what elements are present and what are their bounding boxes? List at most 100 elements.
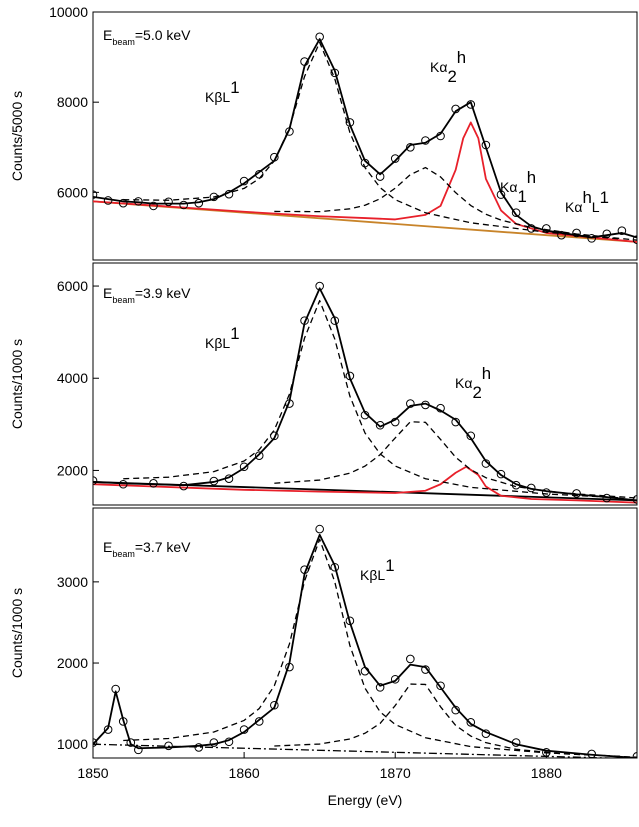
data-point [179, 481, 188, 491]
annotation-part: KβL [205, 89, 230, 105]
panel: 2000 4000 6000 Counts/1000 s Ebeam=3.9 keV Kβ… [9, 262, 638, 506]
data-point [542, 224, 551, 233]
data-point [587, 749, 596, 758]
data-point [270, 700, 279, 710]
data-point [406, 142, 415, 152]
data-point [93, 738, 98, 747]
data-point [224, 189, 234, 199]
annotation: KβL1 [205, 78, 240, 106]
annotation-part: 1 [600, 188, 609, 207]
data-point [134, 745, 143, 755]
data-point [406, 399, 415, 408]
data-point [496, 469, 506, 479]
data-point [194, 198, 204, 208]
data-point [300, 565, 309, 574]
annotation-part: =5.0 keV [135, 27, 191, 43]
data-point [466, 100, 476, 109]
annotation-part: beam [112, 295, 135, 305]
annotation-part: Kα [565, 199, 582, 215]
data-point [602, 493, 612, 503]
data-point [93, 190, 98, 199]
annotation-part: Kα [430, 59, 447, 75]
data-point [285, 399, 294, 408]
data-point [602, 229, 612, 239]
annotation-part: KβL [360, 567, 385, 583]
annotation: KβL1 [360, 556, 395, 584]
component-line [123, 41, 622, 240]
data-point [285, 127, 294, 136]
y-axis-title: Counts/1000 s [9, 339, 25, 429]
panel: 6000 8000 10000 Counts/5000 s Ebeam=5.0 keV K… [9, 4, 638, 261]
data-point [118, 717, 128, 726]
data-point [345, 371, 355, 381]
annotation-part: Kα [500, 179, 517, 195]
data-point [300, 57, 309, 66]
data-point [421, 136, 430, 145]
data-point [209, 192, 219, 202]
annotation-part: =3.9 keV [135, 285, 191, 301]
component-line [274, 683, 637, 758]
plot-frame [92, 11, 638, 261]
data-point [572, 489, 581, 498]
data-point [239, 725, 249, 734]
annotation-part: 2 [472, 383, 481, 402]
data-point [511, 738, 521, 747]
data-point [632, 752, 637, 758]
annotation: KβL1 [205, 324, 240, 352]
data-point [126, 738, 136, 747]
data-point [375, 172, 385, 181]
data-point [270, 431, 279, 441]
data-point [315, 32, 324, 42]
fit-line [93, 287, 637, 502]
data-point [617, 226, 627, 235]
data-point [93, 476, 98, 485]
data-point [542, 748, 551, 757]
panel: 1000 2000 3000 1850 1860 1870 1880 Energy (eV) C… [9, 507, 638, 808]
data-point [330, 316, 340, 325]
fit-line [93, 121, 637, 243]
annotation-part: h [582, 188, 591, 207]
x-axis-title: Energy (eV) [328, 792, 403, 808]
data-point [111, 684, 120, 694]
plot-frame [92, 262, 638, 506]
annotation-part: Kα [455, 375, 472, 391]
annotation-part: h [527, 168, 536, 187]
component-line [123, 299, 622, 499]
data-point [436, 681, 445, 691]
data-point [632, 235, 637, 245]
data-point [375, 420, 385, 430]
data-point [285, 662, 294, 672]
y-tick-label: 4000 [57, 370, 88, 386]
data-point [481, 459, 491, 468]
data-point [496, 190, 506, 199]
annotation-part: 1 [230, 78, 239, 97]
data-point [254, 170, 264, 179]
data-point [466, 717, 476, 727]
data-point [421, 400, 430, 410]
annotation-part: 1 [230, 324, 239, 343]
data-point [209, 476, 219, 486]
data-point [224, 737, 234, 747]
data-point [194, 743, 204, 752]
data-point [330, 562, 340, 572]
annotation-part: h [457, 48, 466, 67]
data-point [572, 228, 581, 238]
x-tick-label: 1860 [229, 765, 260, 781]
data-point [511, 480, 521, 490]
data-point [134, 197, 143, 206]
y-tick-label: 1000 [57, 736, 88, 752]
data-point [360, 158, 370, 168]
x-tick-label: 1880 [531, 765, 562, 781]
data-point [390, 154, 400, 163]
data-point [149, 201, 158, 211]
y-tick-label: 2000 [57, 462, 88, 478]
data-point [164, 197, 173, 207]
data-point [466, 431, 476, 441]
data-point [315, 281, 324, 291]
data-point [421, 665, 430, 674]
data-point [632, 495, 637, 504]
data-point [390, 674, 400, 684]
annotation-part: E [103, 539, 112, 555]
annotation-part: beam [112, 549, 135, 559]
